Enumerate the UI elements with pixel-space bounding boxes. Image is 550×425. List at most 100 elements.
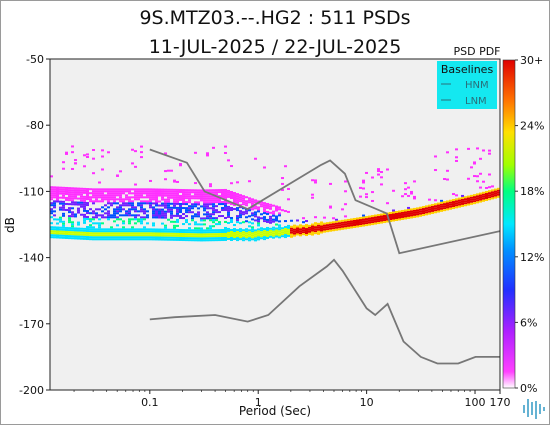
pdf-cell: [95, 196, 98, 199]
pdf-outlier: [434, 155, 437, 158]
pdf-cell: [428, 206, 431, 209]
pdf-cell: [272, 236, 275, 239]
pdf-cell: [224, 204, 227, 207]
pdf-cell: [221, 237, 224, 240]
pdf-cell: [266, 234, 269, 237]
pdf-cell: [221, 207, 224, 210]
pdf-cell: [92, 230, 95, 233]
pdf-cell: [398, 216, 401, 219]
pdf-cell: [203, 195, 206, 198]
pdf-cell: [215, 189, 218, 192]
pdf-cell: [293, 230, 296, 233]
pdf-cell: [50, 228, 53, 231]
pdf-cell: [227, 209, 230, 212]
pdf-cell: [62, 190, 65, 193]
pdf-cell: [113, 202, 116, 205]
pdf-cell: [401, 215, 404, 218]
pdf-outlier: [413, 195, 416, 198]
pdf-cell: [206, 231, 209, 234]
pdf-cell: [251, 208, 254, 211]
pdf-cell: [359, 225, 362, 228]
pdf-cell: [479, 196, 482, 199]
pdf-cell: [173, 202, 176, 205]
pdf-cell: [326, 228, 329, 231]
pdf-cell: [140, 200, 143, 203]
pdf-outlier: [362, 181, 365, 184]
pdf-cell: [146, 238, 149, 241]
pdf-cell: [269, 205, 272, 208]
pdf-cell: [170, 232, 173, 235]
pdf-cell: [461, 194, 464, 197]
pdf-cell: [173, 238, 176, 241]
pdf-cell: [71, 191, 74, 194]
pdf-cell: [92, 210, 95, 213]
pdf-cell: [212, 203, 215, 206]
pdf-cell: [368, 223, 371, 226]
pdf-cell: [221, 195, 224, 198]
pdf-cell: [359, 223, 362, 226]
pdf-cell: [95, 198, 98, 201]
pdf-cell: [329, 223, 332, 226]
pdf-cell: [152, 206, 155, 209]
pdf-cell: [266, 226, 269, 229]
pdf-cell: [263, 202, 266, 205]
pdf-cell: [98, 232, 101, 235]
pdf-cell: [473, 200, 476, 203]
pdf-cell: [86, 234, 89, 237]
pdf-cell: [224, 234, 227, 237]
pdf-cell: [209, 197, 212, 200]
pdf-cell: [458, 199, 461, 202]
pdf-cell: [215, 199, 218, 202]
pdf-cell: [491, 185, 494, 188]
pdf-outlier: [140, 145, 143, 148]
pdf-cell: [95, 230, 98, 233]
pdf-cell: [176, 200, 179, 203]
pdf-cell: [239, 238, 242, 241]
pdf-cell: [239, 194, 242, 197]
pdf-cell: [155, 232, 158, 235]
pdf-cell: [215, 235, 218, 238]
pdf-cell: [218, 195, 221, 198]
pdf-cell: [383, 213, 386, 216]
pdf-cell: [449, 207, 452, 210]
pdf-cell: [188, 239, 191, 242]
pdf-cell: [275, 205, 278, 208]
pdf-cell: [92, 200, 95, 203]
pdf-cell: [278, 236, 281, 239]
pdf-cell: [263, 228, 266, 231]
pdf-cell: [152, 208, 155, 211]
pdf-cell: [95, 190, 98, 193]
pdf-cell: [302, 229, 305, 232]
pdf-cell: [161, 236, 164, 239]
pdf-outlier: [62, 167, 65, 170]
pdf-cell: [122, 214, 125, 217]
pdf-cell: [170, 202, 173, 205]
pdf-cell: [296, 227, 299, 230]
pdf-cell: [302, 231, 305, 234]
pdf-cell: [272, 210, 275, 213]
pdf-cell: [311, 223, 314, 226]
pdf-cell: [218, 233, 221, 236]
pdf-cell: [146, 192, 149, 195]
pdf-cell: [68, 197, 71, 200]
pdf-cell: [143, 210, 146, 213]
pdf-cell: [281, 235, 284, 238]
pdf-cell: [83, 189, 86, 192]
pdf-cell: [221, 209, 224, 212]
pdf-cell: [122, 238, 125, 241]
pdf-cell: [152, 214, 155, 217]
pdf-cell: [203, 235, 206, 238]
pdf-cell: [173, 236, 176, 239]
pdf-cell: [131, 204, 134, 207]
pdf-cell: [53, 210, 56, 213]
pdf-cell: [191, 205, 194, 208]
pdf-cell: [107, 214, 110, 217]
pdf-cell: [140, 238, 143, 241]
pdf-cell: [206, 227, 209, 230]
pdf-cell: [446, 206, 449, 209]
pdf-cell: [410, 208, 413, 211]
pdf-cell: [62, 220, 65, 223]
pdf-cell: [443, 209, 446, 212]
pdf-cell: [485, 190, 488, 193]
pdf-cell: [104, 212, 107, 215]
